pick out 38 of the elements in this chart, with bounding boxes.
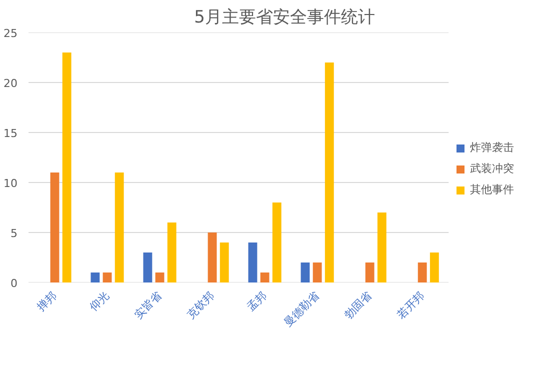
bar <box>208 232 217 282</box>
x-tick-label: 孟邦 <box>244 288 270 314</box>
bar <box>260 272 270 282</box>
y-tick-label: 20 <box>4 77 18 90</box>
y-tick-label: 0 <box>10 277 18 290</box>
bar <box>365 262 374 282</box>
bar <box>300 262 310 282</box>
x-tick-label: 克钦邦 <box>184 288 217 322</box>
chart-title: 5月主要省安全事件统计 <box>194 8 375 28</box>
bar <box>220 242 229 282</box>
bar <box>418 262 427 282</box>
x-tick-label: 若开邦 <box>394 288 427 322</box>
bar <box>114 172 124 282</box>
y-tick-label: 10 <box>4 177 18 190</box>
bar <box>377 212 386 282</box>
legend-label: 其他事件 <box>470 182 514 197</box>
bar <box>62 52 72 282</box>
bar <box>312 262 322 282</box>
bar <box>155 272 164 282</box>
legend-label: 武装冲突 <box>470 161 514 176</box>
x-tick-label: 实皆省 <box>132 288 164 322</box>
legend-label: 炸弹袭击 <box>470 140 514 155</box>
bar <box>90 272 100 282</box>
x-tick-label: 曼德勒省 <box>282 288 322 330</box>
bar <box>102 272 112 282</box>
bar <box>167 222 176 282</box>
bar <box>50 172 60 282</box>
x-tick-label: 勃固省 <box>342 288 374 322</box>
x-tick-label: 仰光 <box>87 288 112 314</box>
bar <box>324 62 334 282</box>
bar <box>272 202 282 282</box>
y-tick-label: 25 <box>4 27 18 40</box>
bar <box>248 242 258 282</box>
y-tick-label: 5 <box>10 227 18 240</box>
x-tick-label: 掸邦 <box>34 288 60 314</box>
bar <box>143 252 152 282</box>
bar <box>430 252 439 282</box>
y-tick-label: 15 <box>4 127 18 140</box>
